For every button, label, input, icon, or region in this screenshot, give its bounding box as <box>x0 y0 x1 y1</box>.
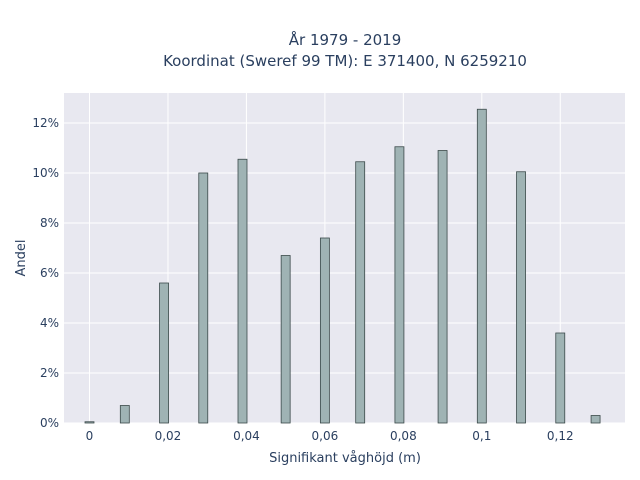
chart-title-line1: År 1979 - 2019 <box>289 30 402 49</box>
y-tick-labels: 0% 2% 4% 6% 8% 10% 12% <box>32 116 59 430</box>
y-tick-label: 12% <box>32 116 59 130</box>
y-tick-label: 8% <box>40 216 59 230</box>
histogram-bar <box>319 237 330 424</box>
histogram-bar <box>198 172 209 424</box>
x-tick-labels: 0 0,02 0,04 0,06 0,08 0,1 0,12 <box>86 429 574 443</box>
y-tick-label: 0% <box>40 416 59 430</box>
histogram-bar <box>119 405 130 424</box>
histogram-bar <box>516 171 526 424</box>
histogram-bar <box>394 146 405 424</box>
x-tick-label: 0,02 <box>155 429 182 443</box>
y-tick-label: 6% <box>40 266 59 280</box>
x-tick-label: 0 <box>86 429 94 443</box>
x-tick-label: 0,06 <box>312 429 339 443</box>
histogram-bar <box>476 108 487 424</box>
histogram-bar <box>280 255 291 424</box>
histogram-bar <box>555 332 566 424</box>
x-tick-label: 0,04 <box>233 429 260 443</box>
x-tick-label: 0,12 <box>547 429 574 443</box>
histogram-bar <box>84 421 95 424</box>
histogram-bar <box>590 415 601 424</box>
x-axis-label: Signifikant våghöjd (m) <box>269 451 421 466</box>
bars <box>84 108 601 424</box>
histogram-bar <box>237 158 248 424</box>
y-axis-label: Andel <box>14 240 29 277</box>
x-tick-label: 0,1 <box>472 429 491 443</box>
chart-title-line2: Koordinat (Sweref 99 TM): E 371400, N 62… <box>163 52 527 70</box>
plot-area <box>64 93 625 423</box>
y-tick-label: 2% <box>40 366 59 380</box>
y-tick-label: 4% <box>40 316 59 330</box>
histogram-bar <box>437 150 448 424</box>
x-tick-label: 0,08 <box>390 429 417 443</box>
histogram-bar <box>159 282 169 424</box>
y-tick-label: 10% <box>32 166 59 180</box>
histogram-bar <box>355 161 366 424</box>
